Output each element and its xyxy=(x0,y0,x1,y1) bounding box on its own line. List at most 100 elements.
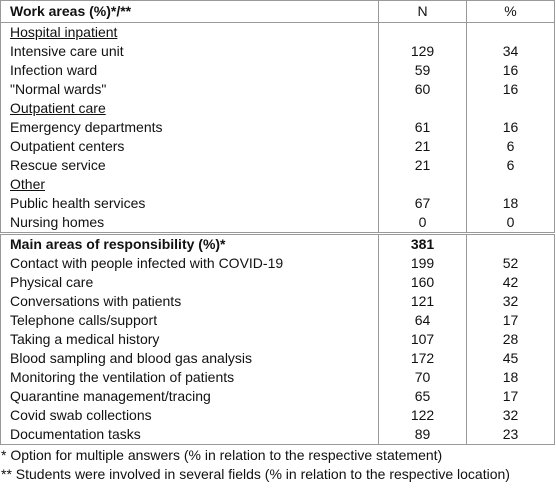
cell-value: 52 xyxy=(466,254,555,273)
footnotes: * Option for multiple answers (% in rela… xyxy=(0,446,556,483)
row-label: Outpatient centers xyxy=(0,137,379,156)
cell-value: 17 xyxy=(466,387,555,406)
cell-value: 45 xyxy=(466,349,555,368)
cell-value: 67 xyxy=(378,194,467,213)
cell-value: 6 xyxy=(466,137,555,156)
row-label: Quarantine management/tracing xyxy=(0,387,379,406)
subheader-row: Hospital inpatient xyxy=(0,22,555,42)
cell-value: 16 xyxy=(466,61,555,80)
cell-value: 18 xyxy=(466,368,555,387)
cell-value: 199 xyxy=(378,254,467,273)
footnote: * Option for multiple answers (% in rela… xyxy=(1,447,443,463)
cell-empty xyxy=(466,99,555,118)
cell-value: 381 xyxy=(378,232,467,254)
subheader: Other xyxy=(0,175,379,194)
cell-empty xyxy=(466,22,555,42)
cell-empty xyxy=(378,22,467,42)
table-row: Conversations with patients 121 32 xyxy=(0,292,555,311)
row-label: Monitoring the ventilation of patients xyxy=(0,368,379,387)
cell-value: 64 xyxy=(378,311,467,330)
cell-value: 0 xyxy=(378,213,467,234)
subheader-text: Hospital inpatient xyxy=(10,24,118,40)
cell-value: 60 xyxy=(378,80,467,99)
table-row: Covid swab collections 122 32 xyxy=(0,406,555,425)
row-label: Nursing homes xyxy=(0,213,379,234)
table-row: Documentation tasks 89 23 xyxy=(0,425,555,445)
row-label: Public health services xyxy=(0,194,379,213)
cell-value: N xyxy=(378,0,467,23)
table-row: Public health services 67 18 xyxy=(0,194,555,213)
cell-value: 59 xyxy=(378,61,467,80)
subheader-text: Outpatient care xyxy=(10,100,106,116)
table-row: Taking a medical history 107 28 xyxy=(0,330,555,349)
row-label: Contact with people infected with COVID-… xyxy=(0,254,379,273)
subheader-row: Outpatient care xyxy=(0,99,555,118)
cell-value: 89 xyxy=(378,425,467,445)
table: Work areas (%)*/** N% Hospital inpatient In… xyxy=(0,0,555,445)
table-row: Rescue service 21 6 xyxy=(0,156,555,175)
row-label: Documentation tasks xyxy=(0,425,379,445)
cell-value: 21 xyxy=(378,137,467,156)
cell-value: 61 xyxy=(378,118,467,137)
table-row: "Normal wards" 60 16 xyxy=(0,80,555,99)
cell-value: 172 xyxy=(378,349,467,368)
table-row: Outpatient centers 21 6 xyxy=(0,137,555,156)
cell-value: 65 xyxy=(378,387,467,406)
row-label: Main areas of responsibility (%)* xyxy=(0,232,379,254)
cell-empty xyxy=(378,99,467,118)
row-label: Taking a medical history xyxy=(0,330,379,349)
table-row: Blood sampling and blood gas analysis 172… xyxy=(0,349,555,368)
row-label: Intensive care unit xyxy=(0,42,379,61)
row-label: Work areas (%)*/** xyxy=(0,0,379,23)
cell-empty xyxy=(466,175,555,194)
cell-value: 32 xyxy=(466,406,555,425)
cell-value: 42 xyxy=(466,273,555,292)
footnote: ** Students were involved in several fie… xyxy=(1,466,510,482)
table-row: Telephone calls/support 64 17 xyxy=(0,311,555,330)
table-row: Contact with people infected with COVID-… xyxy=(0,254,555,273)
table-row: Nursing homes 0 0 xyxy=(0,213,555,234)
cell-empty xyxy=(378,175,467,194)
cell-value: 160 xyxy=(378,273,467,292)
row-label: Infection ward xyxy=(0,61,379,80)
subheader-row: Other xyxy=(0,175,555,194)
cell-value: 6 xyxy=(466,156,555,175)
cell-value: 121 xyxy=(378,292,467,311)
cell-value: % xyxy=(466,0,555,23)
table-body: Work areas (%)*/** N% Hospital inpatient In… xyxy=(0,0,555,445)
row-label: Physical care xyxy=(0,273,379,292)
subheader: Outpatient care xyxy=(0,99,379,118)
row-label: "Normal wards" xyxy=(0,80,379,99)
table-row: Quarantine management/tracing 65 17 xyxy=(0,387,555,406)
row-label: Rescue service xyxy=(0,156,379,175)
row-label: Telephone calls/support xyxy=(0,311,379,330)
cell-value: 18 xyxy=(466,194,555,213)
cell-value: 28 xyxy=(466,330,555,349)
cell-value: 129 xyxy=(378,42,467,61)
row-label: Emergency departments xyxy=(0,118,379,137)
cell-value: 17 xyxy=(466,311,555,330)
cell-value: 70 xyxy=(378,368,467,387)
row-label: Blood sampling and blood gas analysis xyxy=(0,349,379,368)
table-row: Emergency departments 61 16 xyxy=(0,118,555,137)
cell-value xyxy=(466,232,555,254)
subheader: Hospital inpatient xyxy=(0,22,379,42)
cell-value: 107 xyxy=(378,330,467,349)
cell-value: 21 xyxy=(378,156,467,175)
cell-value: 16 xyxy=(466,80,555,99)
table-row: Intensive care unit 129 34 xyxy=(0,42,555,61)
subheader-text: Other xyxy=(10,176,46,192)
row-label: Covid swab collections xyxy=(0,406,379,425)
cell-value: 32 xyxy=(466,292,555,311)
table-row: Main areas of responsibility (%)* 381 xyxy=(0,232,555,254)
table-row: Physical care 160 42 xyxy=(0,273,555,292)
table-row: Work areas (%)*/** N% xyxy=(0,0,555,23)
table-row: Infection ward 59 16 xyxy=(0,61,555,80)
cell-value: 122 xyxy=(378,406,467,425)
cell-value: 16 xyxy=(466,118,555,137)
table-row: Monitoring the ventilation of patients 70… xyxy=(0,368,555,387)
cell-value: 0 xyxy=(466,213,555,234)
row-label: Conversations with patients xyxy=(0,292,379,311)
cell-value: 23 xyxy=(466,425,555,445)
